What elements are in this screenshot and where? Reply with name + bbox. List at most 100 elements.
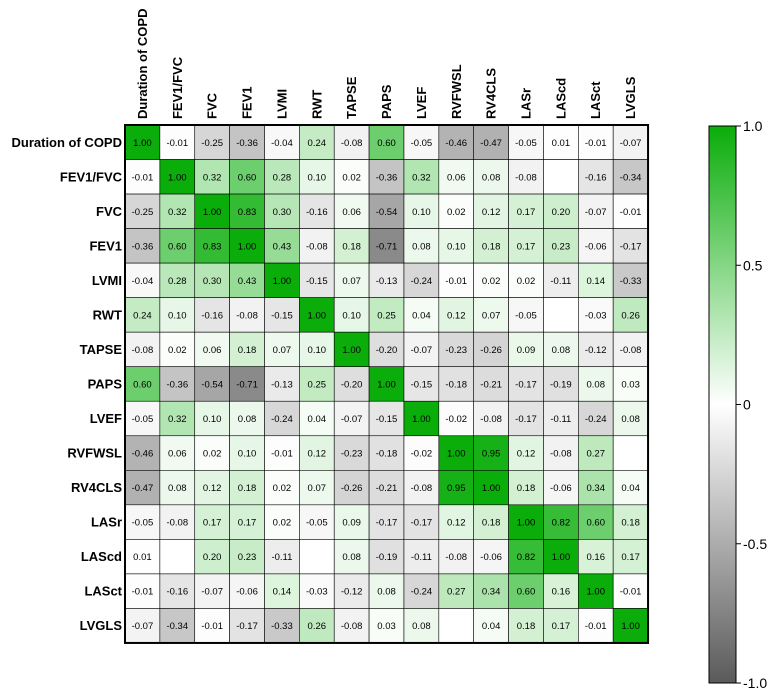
heatmap-cell <box>264 469 300 506</box>
cell-value-label: 0.32 <box>412 172 431 183</box>
cell-value-label: -0.07 <box>620 138 642 149</box>
heatmap-cell <box>543 504 579 540</box>
heatmap-cell <box>403 469 440 506</box>
cell-value-label: 0.01 <box>552 138 571 149</box>
heatmap-cell <box>299 573 335 609</box>
cell-value-label: 0.02 <box>447 207 466 218</box>
heatmap-cell <box>333 608 370 644</box>
cell-value-label: 0.18 <box>238 345 257 356</box>
cell-value-label: -0.06 <box>550 483 572 494</box>
cell-value-label: 0.08 <box>586 379 605 390</box>
heatmap-cell <box>299 608 335 644</box>
cell-value-label: 0.17 <box>552 621 571 632</box>
cell-value-label: -0.19 <box>550 379 572 390</box>
heatmap-cell <box>368 331 405 368</box>
heatmap-cell <box>159 608 196 644</box>
heatmap-cell <box>124 608 161 644</box>
cell-value-label: 0.07 <box>273 345 292 356</box>
cell-value-label: 0.10 <box>447 241 466 252</box>
cell-value-label: -0.71 <box>236 379 258 390</box>
cell-value-label: 0.20 <box>552 207 571 218</box>
heatmap-cell <box>159 159 196 195</box>
heatmap-cell <box>229 573 265 609</box>
row-label: FEV1/FVC <box>60 169 123 184</box>
heatmap-cell <box>159 539 196 575</box>
heatmap-cell <box>473 262 509 298</box>
heatmap-cell <box>264 435 300 471</box>
cell-value-label: 0.83 <box>238 207 257 218</box>
column-label: RVFWSL <box>449 64 464 119</box>
heatmap-cell <box>508 124 544 160</box>
cell-value-label: -0.08 <box>306 241 328 252</box>
heatmap-cell <box>403 331 440 368</box>
cell-value-label: 0.34 <box>586 483 605 494</box>
cell-value-label: -0.11 <box>411 552 432 563</box>
heatmap-cell <box>438 159 474 195</box>
column-label: FEV1/FVC <box>170 56 185 119</box>
cell-value-label: 0.06 <box>447 172 466 183</box>
cell-value-label: -0.08 <box>480 414 502 425</box>
heatmap-cell <box>229 159 265 195</box>
cell-value-label: 0.16 <box>586 552 605 563</box>
cell-value-label: -0.05 <box>515 138 537 149</box>
cell-value-label: -0.11 <box>271 552 292 563</box>
cell-value-label: -0.08 <box>411 483 433 494</box>
cell-value-label: 1.00 <box>621 621 640 632</box>
cell-value-label: -0.08 <box>236 310 258 321</box>
cell-value-label: 0.18 <box>238 483 257 494</box>
heatmap-cell <box>159 193 196 229</box>
heatmap-cell <box>578 331 614 368</box>
heatmap-cell <box>229 366 265 402</box>
cell-value-label: -0.17 <box>411 518 433 529</box>
heatmap-cell <box>612 297 649 333</box>
cell-value-label: -0.07 <box>341 414 363 425</box>
heatmap-cell <box>578 262 614 298</box>
heatmap-cell <box>578 297 614 333</box>
row-label: RVFWSL <box>67 446 122 461</box>
cell-value-label: -0.08 <box>620 345 642 356</box>
cell-value-label: -0.04 <box>271 138 293 149</box>
cell-value-label: 0.10 <box>168 310 187 321</box>
heatmap-cell <box>159 504 196 540</box>
cell-value-label: -0.08 <box>515 172 537 183</box>
cell-value-label: 0.28 <box>168 276 187 287</box>
heatmap-cell <box>159 262 196 298</box>
heatmap-cell <box>612 228 649 264</box>
cell-value-label: 0.10 <box>308 345 327 356</box>
cell-value-label: -0.08 <box>341 138 363 149</box>
colorbar-tick-label: 0.5 <box>743 257 763 273</box>
cell-value-label: 0.08 <box>482 172 501 183</box>
heatmap-cell <box>612 262 649 298</box>
cell-value-label: -0.15 <box>376 414 398 425</box>
heatmap-cell <box>333 331 370 368</box>
heatmap-cell <box>333 469 370 506</box>
cell-value-label: 0.34 <box>482 587 501 598</box>
heatmap-cell <box>508 159 544 195</box>
cell-value-label: -0.05 <box>411 138 433 149</box>
cell-value-label: 1.00 <box>308 310 327 321</box>
heatmap-cell <box>264 159 300 195</box>
cell-value-label: -0.33 <box>620 276 642 287</box>
column-label: LASr <box>519 88 534 119</box>
cell-value-label: 0.43 <box>238 276 257 287</box>
cell-value-label: 0.06 <box>168 449 187 460</box>
heatmap-cell <box>438 366 474 402</box>
heatmap-cell <box>229 228 265 264</box>
heatmap-cell <box>543 159 579 195</box>
heatmap-cell <box>438 331 474 368</box>
heatmap-cell <box>612 504 649 540</box>
row-label: PAPS <box>88 376 123 391</box>
cell-value-label: -0.17 <box>376 518 398 529</box>
heatmap-cell <box>403 262 440 298</box>
cell-value-label: -0.15 <box>271 310 293 321</box>
cell-value-label: -0.08 <box>550 449 572 460</box>
cell-value-label: -0.03 <box>585 310 607 321</box>
cell-value-label: 0.06 <box>342 207 361 218</box>
heatmap-cell <box>612 608 649 644</box>
heatmap-cell <box>159 297 196 333</box>
cell-value-label: 0.07 <box>482 310 501 321</box>
heatmap-cell <box>578 435 614 471</box>
cell-value-label: 0.60 <box>586 518 605 529</box>
heatmap-cell <box>438 400 474 437</box>
cell-value-label: -0.36 <box>132 241 154 252</box>
